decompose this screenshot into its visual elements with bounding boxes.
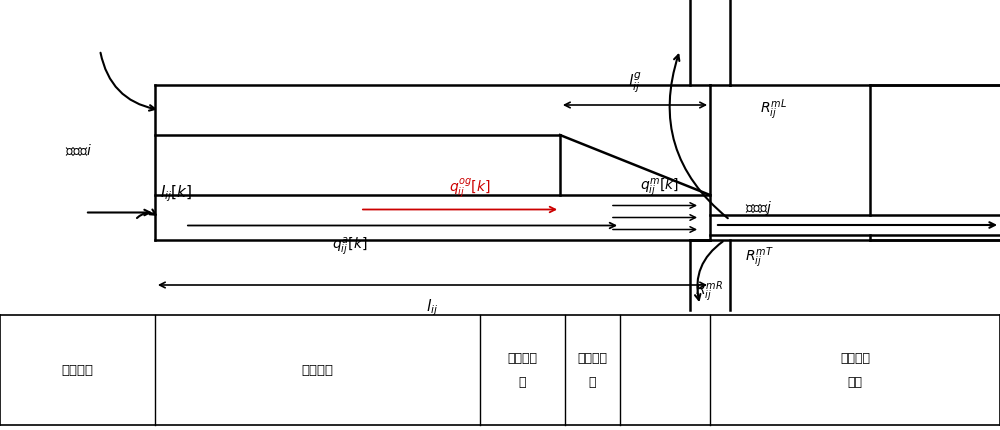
Text: $l_{ij}^{g}$: $l_{ij}^{g}$	[628, 71, 642, 95]
Text: $R_{ij}^{mL}$: $R_{ij}^{mL}$	[760, 98, 787, 122]
Text: $I_{ij}[k]$: $I_{ij}[k]$	[160, 184, 192, 205]
Text: 驶离停车: 驶离停车	[578, 351, 608, 365]
Text: 交叉口$i$: 交叉口$i$	[65, 142, 92, 158]
Text: 上游输入: 上游输入	[62, 363, 94, 377]
Text: 路段: 路段	[848, 375, 862, 388]
Text: 线: 线	[589, 375, 596, 388]
Text: $q_{ij}^{a}[k]$: $q_{ij}^{a}[k]$	[332, 236, 368, 258]
Text: 转入车道: 转入车道	[508, 351, 538, 365]
Text: $R_{ij}^{mR}$: $R_{ij}^{mR}$	[695, 280, 723, 304]
Text: $R_{ij}^{mT}$: $R_{ij}^{mT}$	[745, 245, 774, 270]
Text: $q_{ij}^{m}[k]$: $q_{ij}^{m}[k]$	[640, 175, 680, 197]
Text: 排入队尾: 排入队尾	[302, 363, 334, 377]
Text: 交叉口$j$: 交叉口$j$	[745, 199, 772, 217]
Text: 驶入下游: 驶入下游	[840, 351, 870, 365]
Text: $q_{ij}^{og}[k]$: $q_{ij}^{og}[k]$	[449, 176, 491, 200]
Text: $l_{ij}$: $l_{ij}$	[426, 297, 439, 318]
Text: 组: 组	[519, 375, 526, 388]
